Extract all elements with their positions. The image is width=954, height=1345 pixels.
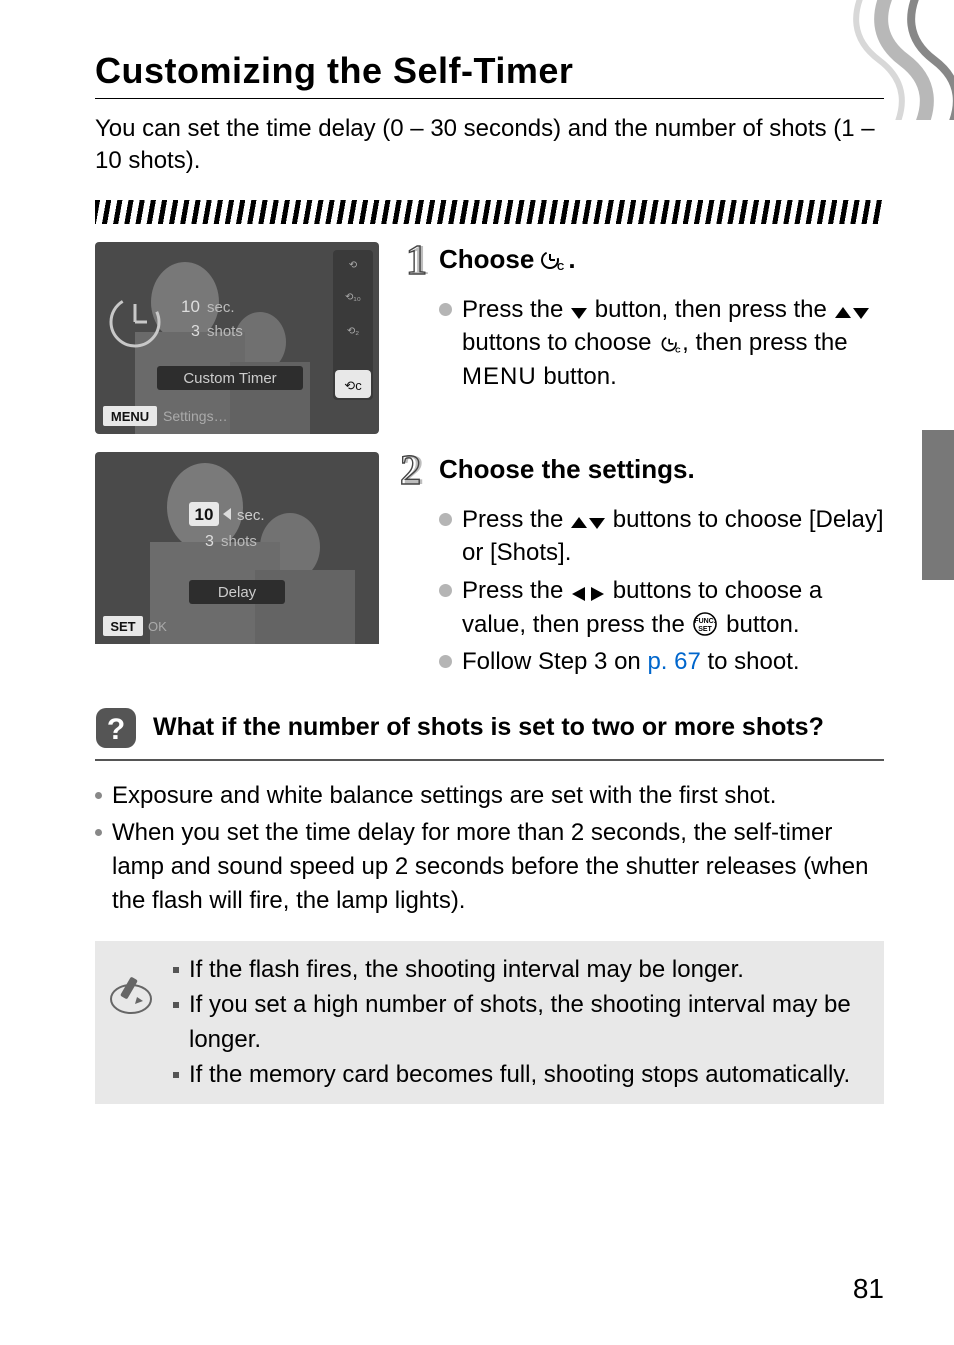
thumb2-set-tail: OK — [148, 619, 167, 634]
svg-text:⟲₁₀: ⟲₁₀ — [345, 292, 361, 303]
tip-box: If the flash fires, the shooting interva… — [95, 941, 884, 1104]
bullet-disc-icon — [439, 303, 452, 316]
svg-text:SET: SET — [699, 626, 713, 633]
heading-rule — [95, 98, 884, 99]
thumb1-menu-tail: Settings… — [163, 408, 228, 424]
tip-item: If the flash fires, the shooting interva… — [173, 953, 866, 988]
bullet-disc-icon — [439, 584, 452, 597]
thumb2-mode-label: Delay — [218, 584, 257, 601]
bullet-disc-icon — [439, 655, 452, 668]
down-arrow-icon — [570, 305, 588, 321]
step-2-title: Choose the settings. — [439, 454, 695, 485]
step-2-bullet-3: Follow Step 3 on p. 67 to shoot. — [439, 645, 884, 679]
custom-timer-icon: C — [538, 246, 564, 272]
pencil-icon — [107, 971, 155, 1092]
step-2-thumbnail: 10 sec. 3 shots Delay SET OK — [95, 452, 379, 683]
step-1-thumbnail: ⟲ ⟲₁₀ ⟲₂ ⟲c 10 sec. 3 shots Custom Timer… — [95, 242, 379, 434]
step-1-number-icon: 1 1 — [399, 238, 433, 287]
svg-text:⟲: ⟲ — [349, 260, 358, 271]
intro-text: You can set the time delay (0 – 30 secon… — [95, 113, 884, 178]
left-right-arrows-icon — [570, 586, 606, 602]
svg-text:⟲c: ⟲c — [344, 378, 362, 393]
tip-item: If the memory card becomes full, shootin… — [173, 1058, 866, 1093]
dot-icon — [95, 829, 102, 836]
question-badge-icon: ? — [95, 707, 137, 749]
svg-text:2: 2 — [400, 448, 421, 492]
thumb1-shots-label: shots — [207, 323, 243, 340]
thumb1-sec-num: 10 — [181, 297, 200, 316]
svg-text:⟲₂: ⟲₂ — [347, 326, 359, 337]
note-item: Exposure and white balance settings are … — [95, 779, 884, 813]
thumb2-shots-num: 3 — [205, 533, 214, 550]
func-set-icon: FUNC.SET — [691, 612, 719, 636]
dot-icon — [173, 1002, 179, 1008]
callout-bar: ? What if the number of shots is set to … — [95, 701, 884, 761]
page-title: Customizing the Self-Timer — [95, 50, 884, 92]
page-number: 81 — [853, 1273, 884, 1305]
step-1: ⟲ ⟲₁₀ ⟲₂ ⟲c 10 sec. 3 shots Custom Timer… — [95, 242, 884, 434]
step-2-number-icon: 2 2 — [399, 448, 433, 497]
callout-text: What if the number of shots is set to tw… — [153, 713, 824, 742]
step-2-bullet-2: Press the buttons to choose a value, the… — [439, 574, 884, 641]
step-2: 10 sec. 3 shots Delay SET OK 2 2 — [95, 452, 884, 683]
note-item: When you set the time delay for more tha… — [95, 816, 884, 917]
page-link[interactable]: p. 67 — [647, 648, 700, 675]
bullet-disc-icon — [439, 513, 452, 526]
thumb1-mode-label: Custom Timer — [183, 370, 276, 387]
up-down-arrows-icon — [570, 515, 606, 531]
thumb1-menu-badge: MENU — [111, 409, 149, 424]
thumb1-shots-num: 3 — [191, 323, 200, 340]
svg-text:FUNC.: FUNC. — [695, 618, 716, 625]
thumb2-sec-label: sec. — [237, 507, 265, 524]
thumb1-sec-label: sec. — [207, 299, 235, 316]
thumb2-sec-num: 10 — [195, 505, 214, 524]
step-1-bullet-1: Press the button, then press the buttons… — [439, 293, 884, 394]
svg-text:1: 1 — [406, 238, 427, 282]
note-list: Exposure and white balance settings are … — [95, 779, 884, 917]
dot-icon — [173, 967, 179, 973]
up-down-arrows-icon — [834, 305, 870, 321]
dot-icon — [95, 792, 102, 799]
step-2-bullet-1: Press the buttons to choose [Delay] or [… — [439, 503, 884, 570]
svg-text:?: ? — [107, 713, 125, 746]
barcode-divider — [95, 200, 884, 224]
svg-text:C: C — [557, 262, 564, 272]
custom-timer-icon: C — [658, 332, 682, 354]
thumb2-shots-label: shots — [221, 533, 257, 550]
step-1-title: Choose C . — [439, 244, 576, 275]
menu-label: MENU — [462, 363, 537, 390]
svg-text:C: C — [675, 346, 681, 355]
thumb2-set-badge: SET — [110, 619, 135, 634]
dot-icon — [173, 1072, 179, 1078]
tip-item: If you set a high number of shots, the s… — [173, 988, 866, 1058]
